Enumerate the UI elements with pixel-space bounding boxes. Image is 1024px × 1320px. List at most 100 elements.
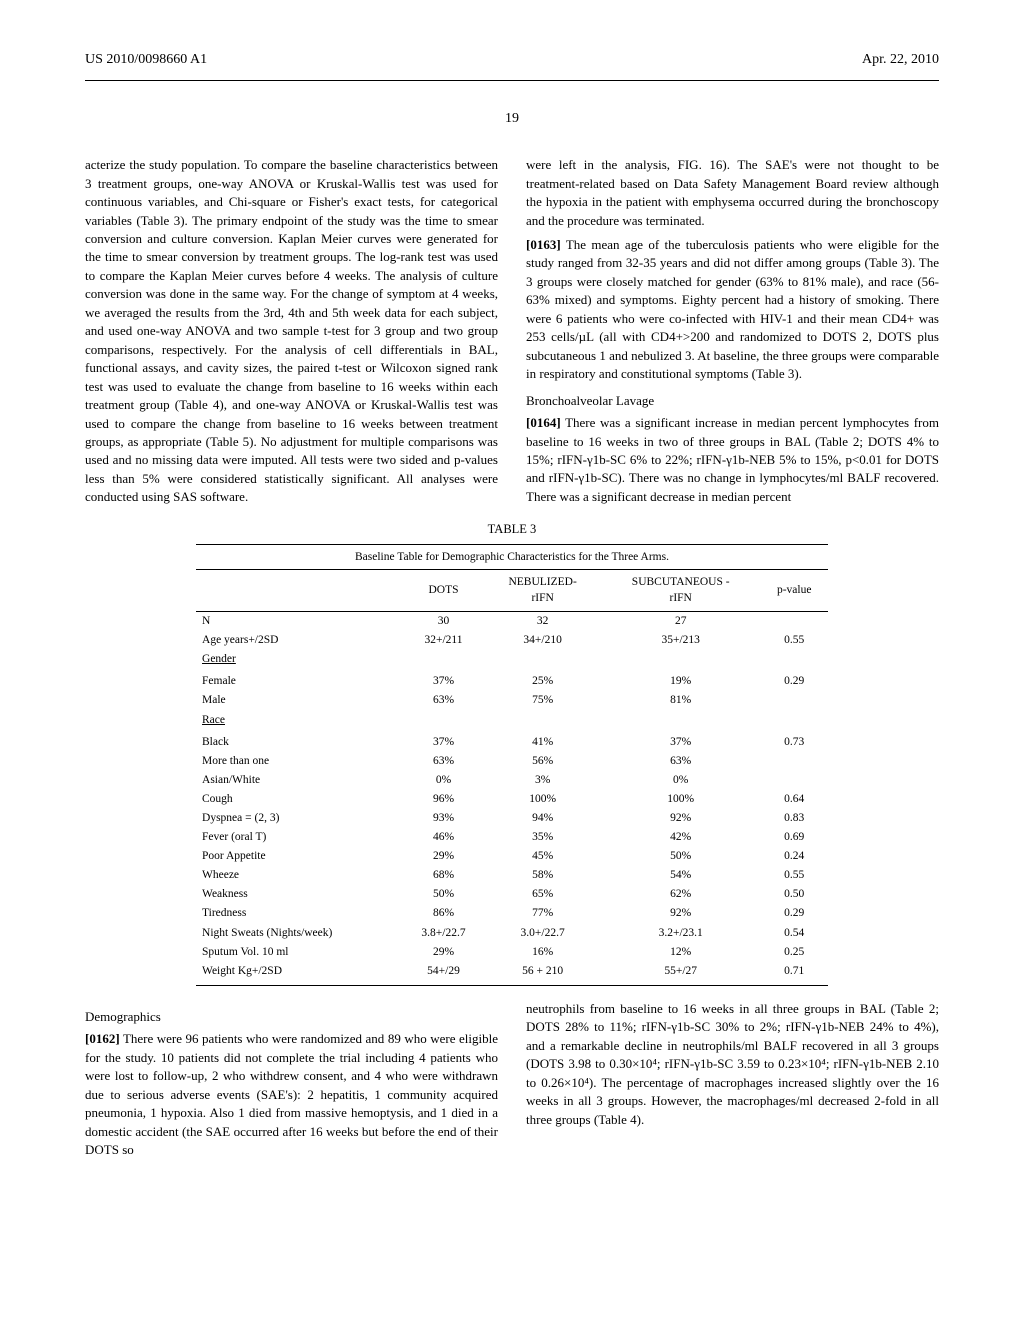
table-cell: 45%: [484, 847, 601, 866]
paragraph-neutrophils: neutrophils from baseline to 16 weeks in…: [526, 1000, 939, 1129]
table-cell: [484, 710, 601, 729]
table-row: Cough96%100%100%0.64: [196, 789, 828, 808]
table-cell: 65%: [484, 885, 601, 904]
bottom-columns: Demographics [0162] There were 96 patien…: [85, 1000, 939, 1160]
table-cell: 42%: [601, 828, 760, 847]
table-cell: [760, 611, 828, 631]
table-cell: 0.83: [760, 809, 828, 828]
table-row: Age years+/2SD32+/21134+/21035+/2130.55: [196, 631, 828, 650]
table-cell: 92%: [601, 904, 760, 923]
table-row: Weight Kg+/2SD54+/2956 + 21055+/270.71: [196, 961, 828, 985]
table-cell: 55+/27: [601, 961, 760, 985]
table-cell: [760, 710, 828, 729]
patent-date: Apr. 22, 2010: [862, 50, 939, 70]
table-cell: Poor Appetite: [196, 847, 403, 866]
table-header-cell: [196, 570, 403, 611]
table-cell: 0.25: [760, 942, 828, 961]
table-cell: 37%: [403, 672, 485, 691]
table-cell: Female: [196, 672, 403, 691]
header-divider: [85, 80, 939, 81]
table-cell: [403, 710, 485, 729]
table-cell: 41%: [484, 732, 601, 751]
table-cell: 96%: [403, 789, 485, 808]
table-cell: 62%: [601, 885, 760, 904]
top-left-column: acterize the study population. To compar…: [85, 156, 498, 507]
table-cell: 86%: [403, 904, 485, 923]
table-cell: 0.29: [760, 904, 828, 923]
table-cell: 50%: [601, 847, 760, 866]
table-cell: 58%: [484, 866, 601, 885]
table-row: Sputum Vol. 10 ml29%16%12%0.25: [196, 942, 828, 961]
table-cell: 0.29: [760, 672, 828, 691]
table-cell: 46%: [403, 828, 485, 847]
table-row: Female37%25%19%0.29: [196, 672, 828, 691]
table-cell: 54%: [601, 866, 760, 885]
table-cell: Sputum Vol. 10 ml: [196, 942, 403, 961]
table-cell: 0.55: [760, 866, 828, 885]
table-cell: 0.50: [760, 885, 828, 904]
table-cell: 81%: [601, 691, 760, 710]
table-header-cell: NEBULIZED-rIFN: [484, 570, 601, 611]
para-label-0164: [0164]: [526, 415, 561, 430]
table-cell: 100%: [484, 789, 601, 808]
top-columns: acterize the study population. To compar…: [85, 156, 939, 507]
table-cell: 92%: [601, 809, 760, 828]
table-row: Poor Appetite29%45%50%0.24: [196, 847, 828, 866]
table-cell: Weight Kg+/2SD: [196, 961, 403, 985]
table-cell: Black: [196, 732, 403, 751]
table-cell: [601, 650, 760, 669]
table-cell: 0.71: [760, 961, 828, 985]
table-cell: 63%: [403, 691, 485, 710]
table-cell: [403, 650, 485, 669]
table-cell: 75%: [484, 691, 601, 710]
table-cell: 0.24: [760, 847, 828, 866]
bottom-right-column: neutrophils from baseline to 16 weeks in…: [526, 1000, 939, 1160]
table-cell: 12%: [601, 942, 760, 961]
table-cell: Night Sweats (Nights/week): [196, 923, 403, 942]
table-3-label: TABLE 3: [196, 521, 828, 539]
section-bronchoalveolar: Bronchoalveolar Lavage: [526, 392, 939, 410]
table-cell: 34+/210: [484, 631, 601, 650]
table-3: DOTSNEBULIZED-rIFNSUBCUTANEOUS -rIFNp-va…: [196, 569, 828, 985]
table-cell: 94%: [484, 809, 601, 828]
table-cell: Tiredness: [196, 904, 403, 923]
table-cell: 37%: [601, 732, 760, 751]
table-cell: [760, 770, 828, 789]
table-row: More than one63%56%63%: [196, 751, 828, 770]
table-row: Weakness50%65%62%0.50: [196, 885, 828, 904]
table-cell: Asian/White: [196, 770, 403, 789]
page-header: US 2010/0098660 A1 Apr. 22, 2010: [85, 50, 939, 70]
paragraph-sae: were left in the analysis, FIG. 16). The…: [526, 156, 939, 230]
table-row: Race: [196, 710, 828, 729]
table-cell: 3.8+/22.7: [403, 923, 485, 942]
table-cell: 37%: [403, 732, 485, 751]
table-cell: 63%: [403, 751, 485, 770]
table-cell: 25%: [484, 672, 601, 691]
table-cell: 19%: [601, 672, 760, 691]
table-cell: 0.55: [760, 631, 828, 650]
table-cell: More than one: [196, 751, 403, 770]
table-cell: 56%: [484, 751, 601, 770]
table-row: Male63%75%81%: [196, 691, 828, 710]
table-cell: 3%: [484, 770, 601, 789]
table-cell: 27: [601, 611, 760, 631]
table-cell: Wheeze: [196, 866, 403, 885]
table-cell: Race: [196, 710, 403, 729]
table-header-cell: DOTS: [403, 570, 485, 611]
table-cell: 29%: [403, 942, 485, 961]
table-cell: 0%: [601, 770, 760, 789]
paragraph-statistics: acterize the study population. To compar…: [85, 156, 498, 507]
table-cell: 50%: [403, 885, 485, 904]
table-header-cell: p-value: [760, 570, 828, 611]
table-cell: 32+/211: [403, 631, 485, 650]
section-demographics: Demographics: [85, 1008, 498, 1026]
table-cell: 63%: [601, 751, 760, 770]
table-row: Tiredness86%77%92%0.29: [196, 904, 828, 923]
table-header-cell: SUBCUTANEOUS -rIFN: [601, 570, 760, 611]
table-cell: 0.73: [760, 732, 828, 751]
table-cell: 54+/29: [403, 961, 485, 985]
table-cell: 32: [484, 611, 601, 631]
table-cell: 77%: [484, 904, 601, 923]
table-cell: 35+/213: [601, 631, 760, 650]
para-label-0163: [0163]: [526, 237, 561, 252]
